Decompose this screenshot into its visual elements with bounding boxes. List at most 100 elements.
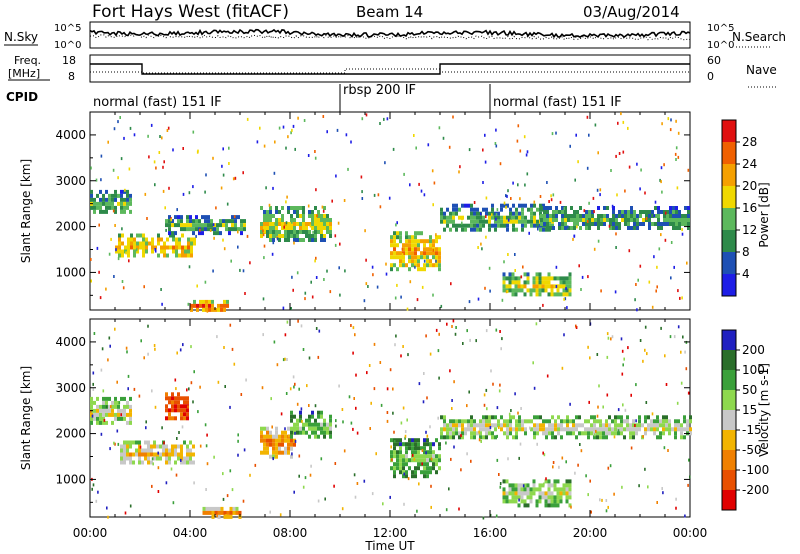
velocity-cell [174,400,177,405]
velocity-cell [278,446,281,451]
velocity-cell [171,408,174,413]
velocity-cell [548,427,551,432]
velocity-cell [408,438,411,443]
power-scatter-cell [290,131,292,135]
power-scatter-cell [115,248,117,252]
power-cell [476,215,479,220]
velocity-cell [263,438,266,443]
velocity-cell [568,487,572,492]
power-scatter-cell [220,186,223,190]
power-cell [618,214,621,218]
velocity-cell [396,442,399,447]
velocity-cell [323,434,326,439]
velocity-cell [494,415,497,420]
power-cell [511,292,515,297]
velocity-cell [566,423,569,428]
power-cell [591,218,594,222]
power-cell [287,222,290,226]
power-cell [541,276,545,281]
power-cell [443,215,446,220]
power-cell [429,235,432,240]
power-scatter-cell [153,160,156,164]
power-cell [192,219,195,224]
power-scatter-cell [221,164,223,168]
velocity-cell [467,423,470,428]
power-colorbar-swatch [722,120,736,142]
power-scatter-cell [388,196,391,200]
velocity-scatter-cell [352,351,354,355]
velocity-cell [461,427,464,432]
velocity-cell [165,416,168,421]
power-cell [559,284,563,289]
velocity-cell [647,423,650,428]
velocity-cell [464,427,467,432]
power-cell [621,218,624,222]
velocity-cell [514,499,518,504]
power-cell [603,222,606,226]
velocity-cell [435,462,438,467]
power-scatter-cell [161,136,163,140]
power-cell [163,241,166,246]
power-scatter-cell [98,270,100,274]
velocity-cell [515,423,518,428]
velocity-scatter-cell [635,419,637,423]
power-cell [502,280,506,285]
velocity-cell [479,435,482,440]
velocity-scatter-cell [393,430,395,434]
velocity-cell [229,510,233,515]
power-scatter-cell [608,224,611,228]
velocity-scatter-cell [498,426,500,429]
power-scatter-cell [615,246,617,249]
power-cell [93,205,96,210]
power-cell [390,243,393,248]
velocity-cell [317,434,320,439]
velocity-cell [550,499,554,504]
velocity-cell [506,423,509,428]
power-cell [624,214,627,218]
power-scatter-cell [548,200,550,203]
velocity-cell [473,427,476,432]
velocity-cell [126,420,129,425]
power-cell [508,272,512,277]
power-scatter-cell [610,169,612,172]
power-cell [278,222,281,226]
velocity-cell [396,458,399,463]
velocity-cell [523,503,527,508]
velocity-scatter-cell [423,372,425,375]
velocity-cell [689,419,692,424]
velocity-scatter-cell [495,514,498,518]
velocity-cell [293,438,296,443]
velocity-cell [432,442,435,447]
velocity-cell [266,426,269,431]
power-cell [302,214,305,218]
power-scatter-cell [432,248,435,252]
velocity-cell [405,470,408,475]
power-scatter-cell [222,238,224,242]
power-cell [555,206,558,210]
power-cell [624,210,627,214]
velocity-cell [114,412,117,417]
power-cell [399,263,402,268]
power-scatter-cell [291,220,293,224]
velocity-scatter-cell [109,447,111,451]
power-cell [126,205,129,210]
power-cell [538,276,542,281]
power-cell [226,303,229,308]
power-cell [120,205,123,210]
velocity-cell [211,510,215,515]
power-cell [169,233,172,238]
power-scatter-cell [416,298,419,302]
power-cell [130,233,133,238]
power-cell [440,207,443,212]
velocity-scatter-cell [451,399,453,402]
velocity-scatter-cell [272,457,274,461]
velocity-cell [290,410,293,415]
velocity-scatter-cell [499,482,502,485]
velocity-cell [559,487,563,492]
velocity-cell [308,426,311,431]
velocity-scatter-cell [353,397,355,400]
velocity-scatter-cell [199,385,201,389]
velocity-cell [189,460,192,465]
power-cell [393,255,396,260]
power-cell [511,276,515,281]
